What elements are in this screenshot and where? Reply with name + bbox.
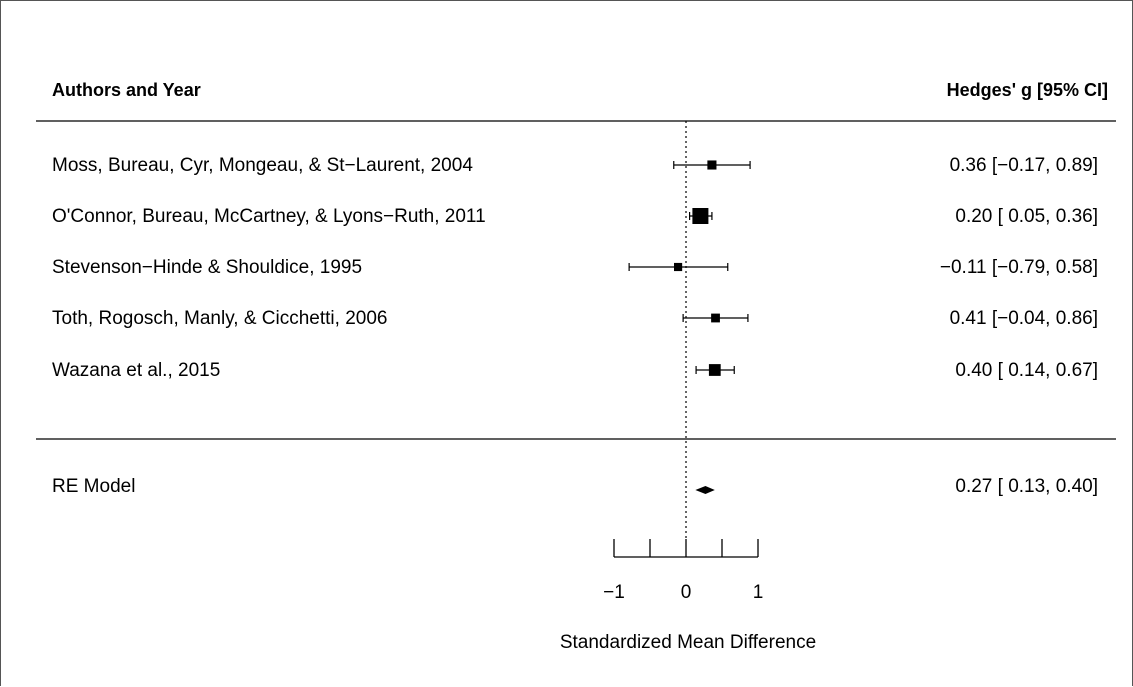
study-ci-text: 0.36 [−0.17, 0.89] — [950, 155, 1098, 176]
x-tick-label: −1 — [603, 582, 625, 603]
study-ci-text: 0.40 [ 0.14, 0.67] — [955, 360, 1098, 381]
point-estimate — [692, 208, 709, 224]
x-axis-label: Standardized Mean Difference — [560, 632, 816, 653]
study-label: Moss, Bureau, Cyr, Mongeau, & St−Laurent… — [52, 155, 473, 176]
study-ci-text: −0.11 [−0.79, 0.58] — [940, 257, 1098, 278]
study-label: O'Connor, Bureau, McCartney, & Lyons−Rut… — [52, 206, 486, 227]
summary-diamond — [695, 486, 715, 494]
point-estimate — [674, 262, 683, 272]
study-label: Toth, Rogosch, Manly, & Cicchetti, 2006 — [52, 308, 387, 329]
header-authors: Authors and Year — [52, 80, 201, 100]
header-ci: Hedges' g [95% CI] — [947, 80, 1108, 100]
study-label: Stevenson−Hinde & Shouldice, 1995 — [52, 257, 362, 278]
point-estimate — [711, 313, 720, 323]
study-label: Wazana et al., 2015 — [52, 360, 220, 381]
x-tick-label: 1 — [753, 582, 764, 603]
summary-label: RE Model — [52, 476, 135, 497]
study-ci-text: 0.20 [ 0.05, 0.36] — [955, 206, 1098, 227]
point-estimate — [707, 160, 717, 170]
summary-ci-text: 0.27 [ 0.13, 0.40] — [955, 476, 1098, 497]
study-ci-text: 0.41 [−0.04, 0.86] — [950, 308, 1098, 329]
x-tick-label: 0 — [681, 582, 692, 603]
point-estimate — [708, 364, 721, 376]
